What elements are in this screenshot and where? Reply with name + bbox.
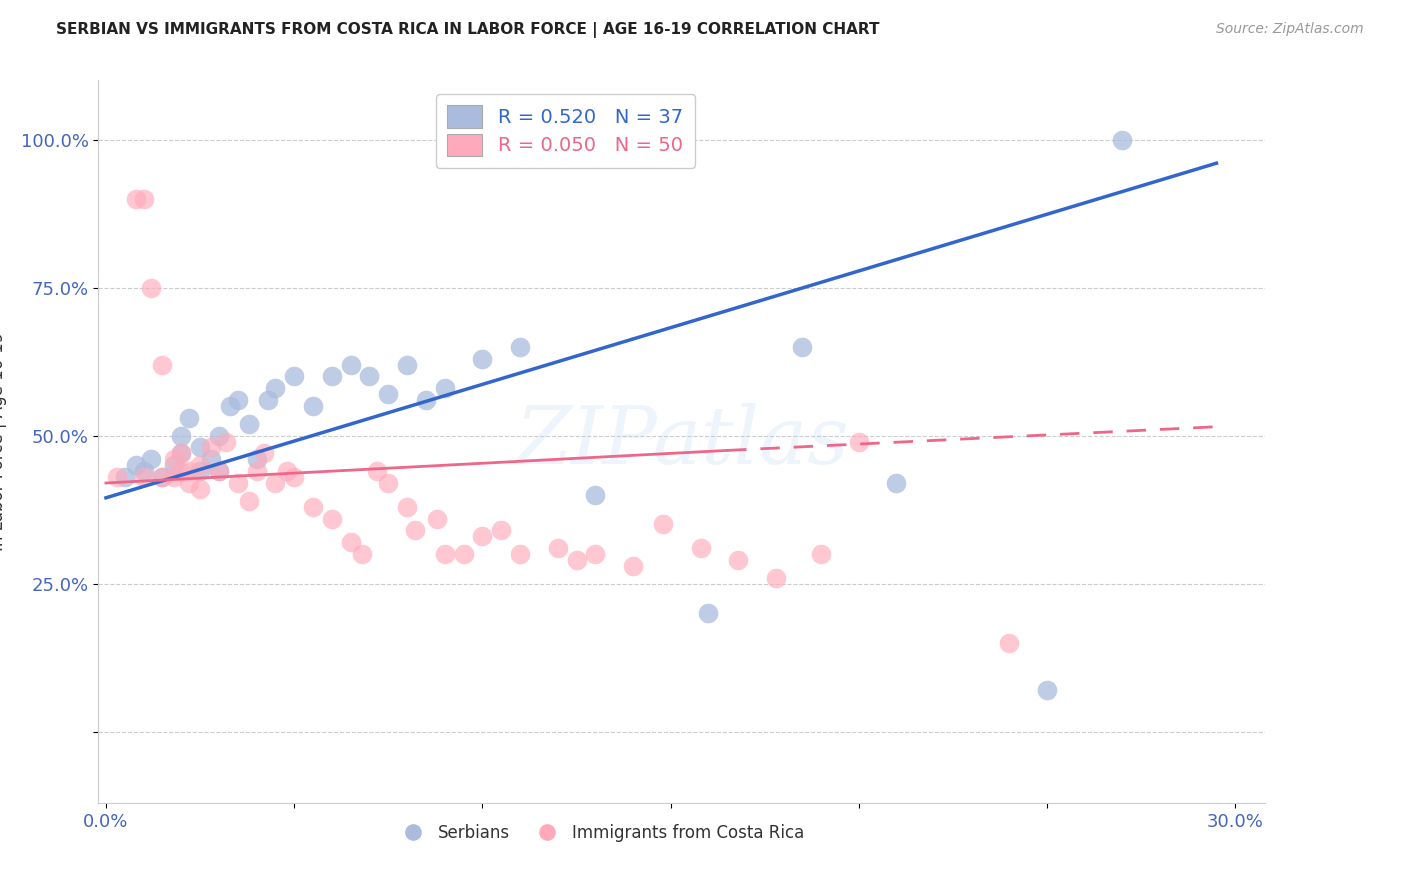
- Point: [697, 607, 720, 621]
- Point: [415, 393, 437, 408]
- Point: [509, 547, 531, 561]
- Point: [188, 482, 211, 496]
- Point: [509, 340, 531, 354]
- Point: [396, 358, 419, 372]
- Point: [652, 517, 675, 532]
- Point: [208, 428, 231, 442]
- Legend: Serbians, Immigrants from Costa Rica: Serbians, Immigrants from Costa Rica: [389, 817, 811, 848]
- Point: [359, 369, 381, 384]
- Point: [283, 369, 305, 384]
- Point: [245, 452, 267, 467]
- Point: [998, 636, 1021, 650]
- Point: [453, 547, 475, 561]
- Point: [339, 535, 361, 549]
- Point: [163, 452, 186, 467]
- Point: [886, 475, 908, 490]
- Point: [547, 541, 569, 556]
- Point: [219, 399, 242, 413]
- Point: [689, 541, 711, 556]
- Point: [188, 464, 211, 478]
- Text: SERBIAN VS IMMIGRANTS FROM COSTA RICA IN LABOR FORCE | AGE 16-19 CORRELATION CHA: SERBIAN VS IMMIGRANTS FROM COSTA RICA IN…: [56, 22, 880, 38]
- Point: [765, 571, 787, 585]
- Point: [163, 470, 186, 484]
- Point: [1111, 132, 1133, 146]
- Point: [114, 470, 136, 484]
- Point: [727, 553, 749, 567]
- Point: [177, 410, 200, 425]
- Point: [583, 488, 606, 502]
- Point: [404, 524, 426, 538]
- Point: [264, 381, 287, 395]
- Point: [170, 464, 193, 478]
- Point: [226, 393, 249, 408]
- Point: [177, 464, 200, 478]
- Point: [321, 369, 343, 384]
- Point: [377, 475, 399, 490]
- Point: [264, 475, 287, 490]
- Point: [621, 558, 644, 573]
- Point: [810, 547, 832, 561]
- Y-axis label: In Labor Force | Age 16-19: In Labor Force | Age 16-19: [0, 332, 7, 551]
- Point: [177, 475, 200, 490]
- Point: [139, 452, 162, 467]
- Point: [565, 553, 588, 567]
- Point: [471, 351, 494, 366]
- Text: Source: ZipAtlas.com: Source: ZipAtlas.com: [1216, 22, 1364, 37]
- Point: [152, 358, 174, 372]
- Point: [208, 464, 231, 478]
- Point: [433, 381, 456, 395]
- Point: [339, 358, 361, 372]
- Point: [226, 475, 249, 490]
- Point: [188, 458, 211, 473]
- Point: [426, 511, 449, 525]
- Point: [350, 547, 373, 561]
- Point: [471, 529, 494, 543]
- Point: [200, 441, 222, 455]
- Point: [245, 464, 267, 478]
- Point: [302, 399, 325, 413]
- Point: [132, 192, 155, 206]
- Point: [132, 464, 155, 478]
- Point: [208, 464, 231, 478]
- Point: [1036, 683, 1059, 698]
- Point: [377, 387, 399, 401]
- Point: [253, 446, 276, 460]
- Point: [283, 470, 305, 484]
- Point: [321, 511, 343, 525]
- Point: [105, 470, 128, 484]
- Point: [238, 417, 260, 431]
- Point: [792, 340, 814, 354]
- Point: [848, 434, 870, 449]
- Point: [238, 493, 260, 508]
- Point: [215, 434, 238, 449]
- Point: [188, 441, 211, 455]
- Point: [132, 470, 155, 484]
- Point: [170, 446, 193, 460]
- Point: [302, 500, 325, 514]
- Point: [163, 458, 186, 473]
- Point: [276, 464, 298, 478]
- Point: [256, 393, 278, 408]
- Point: [396, 500, 419, 514]
- Point: [583, 547, 606, 561]
- Point: [152, 470, 174, 484]
- Point: [125, 458, 148, 473]
- Text: ZIPatlas: ZIPatlas: [515, 403, 849, 480]
- Point: [125, 192, 148, 206]
- Point: [366, 464, 388, 478]
- Point: [139, 280, 162, 294]
- Point: [433, 547, 456, 561]
- Point: [170, 428, 193, 442]
- Point: [200, 452, 222, 467]
- Point: [489, 524, 512, 538]
- Point: [170, 446, 193, 460]
- Point: [152, 470, 174, 484]
